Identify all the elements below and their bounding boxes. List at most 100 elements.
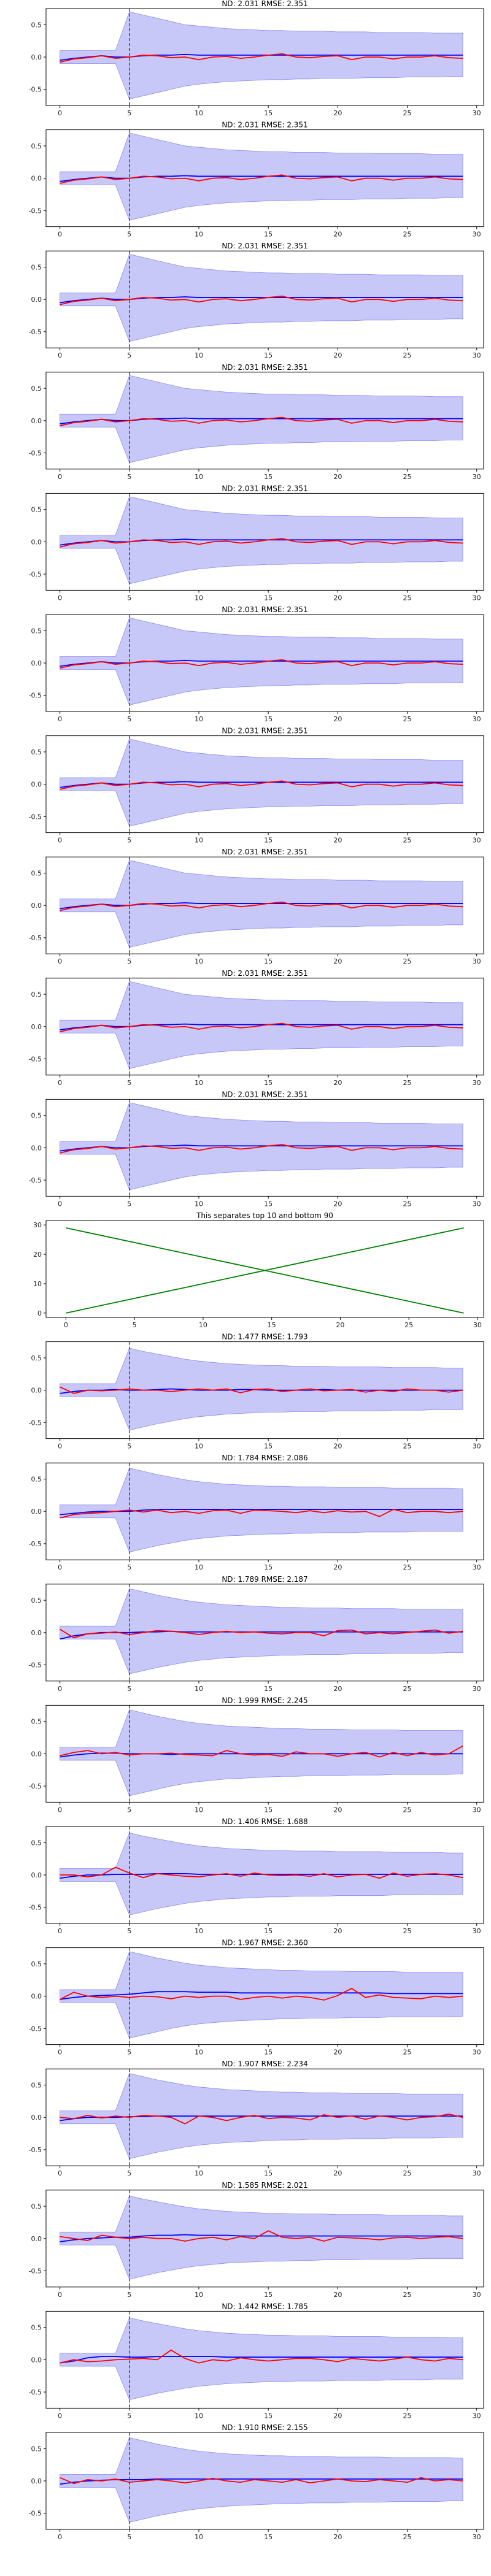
chart-title: ND: 1.784 RMSE: 2.086	[222, 1454, 307, 1462]
x-tick-label: 25	[403, 1685, 412, 1693]
y-tick-label: -0.5	[29, 207, 42, 215]
y-tick-label: -0.5	[29, 2267, 42, 2275]
chart-title: ND: 2.031 RMSE: 2.351	[222, 848, 307, 856]
x-tick-label: 20	[333, 2533, 342, 2541]
chart-panel-20: ND: 1.442 RMSE: 1.785 0 5 10 15 20 25 30 0.5 0.0 -…	[29, 2302, 484, 2420]
y-tick-label: 0.5	[31, 627, 42, 635]
x-tick-label: 0	[58, 715, 62, 723]
x-tick-label: 20	[336, 1321, 344, 1329]
x-tick-label: 25	[403, 837, 412, 845]
x-tick-label: 5	[127, 1079, 131, 1087]
x-tick-label: 25	[403, 1079, 412, 1087]
x-tick-label: 10	[195, 1443, 203, 1451]
target-line	[60, 1628, 463, 1639]
y-tick-label: 0.5	[31, 1112, 42, 1120]
chart-title: ND: 2.031 RMSE: 2.351	[222, 969, 307, 978]
confidence-band	[60, 1588, 463, 1674]
y-tick-label: 0.0	[31, 538, 42, 546]
y-tick-label: -0.5	[29, 2025, 42, 2033]
x-tick-label: 15	[264, 837, 273, 845]
y-tick-label: 0.0	[31, 296, 42, 304]
y-tick-label: 0.0	[31, 902, 42, 910]
x-tick-label: 5	[127, 1200, 131, 1208]
y-tick-label: 0.0	[31, 659, 42, 667]
x-tick-label: 0	[58, 2169, 62, 2177]
x-tick-label: 15	[264, 2412, 273, 2420]
x-tick-label: 0	[58, 2291, 62, 2299]
x-tick-label: 5	[127, 2049, 131, 2057]
target-line	[60, 902, 463, 911]
confidence-band	[60, 1709, 463, 1796]
y-tick-label: -0.5	[29, 1055, 42, 1063]
y-tick-label: 0.0	[31, 2477, 42, 2485]
x-tick-label: 15	[264, 1927, 273, 1935]
x-tick-label: 10	[195, 594, 203, 602]
chart-title: ND: 1.442 RMSE: 1.785	[222, 2302, 307, 2310]
x-tick-label: 0	[58, 1079, 62, 1087]
x-tick-label: 15	[264, 2049, 273, 2057]
chart-title: ND: 1.789 RMSE: 2.187	[222, 1575, 307, 1584]
x-tick-label: 20	[333, 351, 342, 359]
y-tick-label: 0.0	[31, 1993, 42, 2001]
x-tick-label: 0	[58, 109, 62, 117]
y-tick-label: 0.0	[31, 1871, 42, 1879]
x-tick-label: 30	[473, 351, 481, 359]
y-tick-label: -0.5	[29, 328, 42, 336]
x-tick-label: 15	[264, 1443, 273, 1451]
x-tick-label: 5	[127, 231, 131, 239]
chart-panel-3: ND: 2.031 RMSE: 2.351 0 5 10 15 20 25 30 0.5 0.0 -…	[29, 242, 484, 359]
target-line	[60, 2477, 463, 2485]
x-tick-label: 30	[473, 1563, 481, 1571]
target-line	[60, 2230, 463, 2242]
x-tick-label: 20	[333, 715, 342, 723]
target-line	[60, 1866, 463, 1879]
y-tick-label: 0.5	[31, 142, 42, 150]
x-tick-label: 30	[473, 109, 481, 117]
y-tick-label: 0.0	[31, 1750, 42, 1758]
x-tick-label: 30	[473, 1200, 481, 1208]
target-line	[60, 1509, 463, 1519]
x-tick-label: 5	[133, 1321, 137, 1329]
x-tick-label: 15	[268, 1321, 276, 1329]
x-tick-label: 0	[58, 837, 62, 845]
x-tick-label: 25	[403, 2169, 412, 2177]
confidence-band	[60, 1951, 463, 2039]
chart-title: ND: 1.910 RMSE: 2.155	[222, 2423, 307, 2432]
x-tick-label: 25	[403, 1200, 412, 1208]
x-tick-label: 15	[264, 231, 273, 239]
y-tick-label: 0.5	[31, 21, 42, 29]
x-tick-label: 0	[58, 1563, 62, 1571]
x-tick-label: 20	[333, 837, 342, 845]
x-tick-label: 20	[333, 231, 342, 239]
y-tick-label: -0.5	[29, 1176, 42, 1184]
x-tick-label: 10	[195, 2412, 203, 2420]
y-tick-label: 0.5	[31, 748, 42, 756]
x-tick-label: 5	[127, 1685, 131, 1693]
x-tick-label: 0	[58, 594, 62, 602]
y-tick-label: 0.5	[31, 506, 42, 514]
x-tick-label: 5	[127, 715, 131, 723]
x-tick-label: 10	[195, 715, 203, 723]
x-tick-label: 20	[333, 2049, 342, 2057]
target-line	[60, 1144, 463, 1154]
target-line	[60, 659, 463, 669]
y-tick-label: 30	[33, 1221, 42, 1229]
x-tick-label: 10	[195, 351, 203, 359]
x-tick-label: 30	[473, 957, 481, 965]
chart-panel-18: ND: 1.907 RMSE: 2.234 0 5 10 15 20 25 30 0.5 0.0 -…	[29, 2060, 484, 2177]
x-tick-label: 5	[127, 1927, 131, 1935]
x-tick-label: 0	[58, 1200, 62, 1208]
y-tick-label: -0.5	[29, 2388, 42, 2396]
chart-title: This separates top 10 and bottom 90	[196, 1211, 333, 1220]
chart-title: ND: 2.031 RMSE: 2.351	[222, 1090, 307, 1098]
x-tick-label: 0	[58, 231, 62, 239]
x-tick-label: 15	[264, 594, 273, 602]
x-tick-label: 15	[264, 1200, 273, 1208]
y-tick-label: 0.5	[31, 870, 42, 878]
x-tick-label: 20	[333, 1563, 342, 1571]
x-tick-label: 15	[264, 351, 273, 359]
x-tick-label: 0	[58, 2412, 62, 2420]
x-tick-label: 5	[127, 957, 131, 965]
y-tick-label: 0.0	[31, 1629, 42, 1637]
y-tick-label: 0.0	[31, 1508, 42, 1516]
